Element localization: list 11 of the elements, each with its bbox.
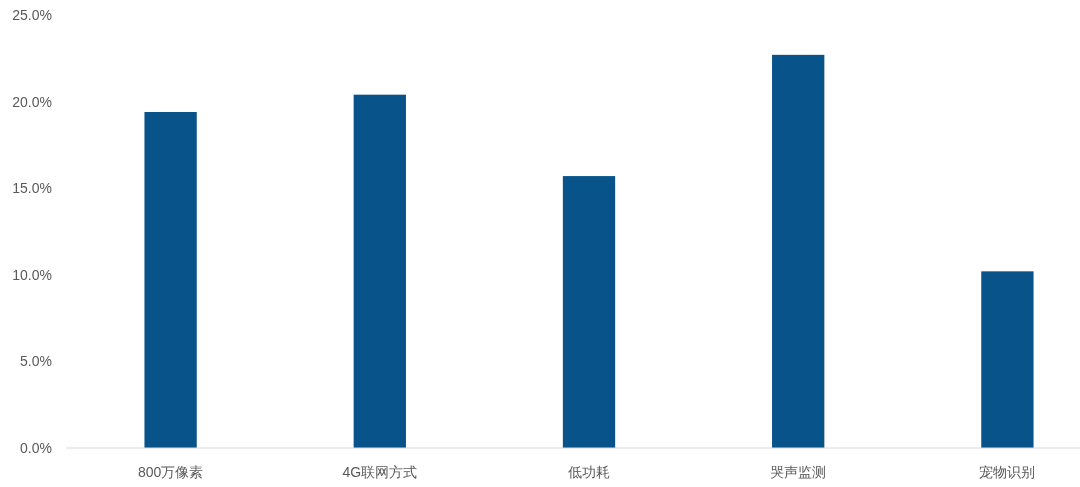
x-tick-label: 低功耗 [568,464,610,480]
x-tick-label: 哭声监测 [770,464,827,480]
y-tick-label: 0.0% [20,440,52,456]
x-tick-label: 800万像素 [137,464,204,480]
y-tick-label: 10.0% [12,266,52,283]
y-tick-label: 20.0% [12,93,52,110]
y-tick-label: 15.0% [12,180,52,197]
x-tick-label: 4G联网方式 [342,464,418,480]
y-tick-label: 5.0% [20,353,52,370]
y-tick-label: 25.0% [12,7,52,23]
x-tick-label: 宠物识别 [979,464,1036,480]
